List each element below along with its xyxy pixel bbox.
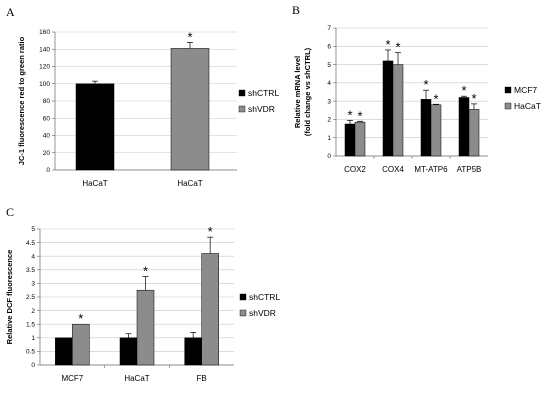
y-axis-label: Relative DCF fluorescence <box>5 250 14 345</box>
y-tick-label: 4 <box>327 80 331 87</box>
bar-mcf7-cox4 <box>382 60 394 157</box>
legend-swatch-shctrl <box>239 293 247 301</box>
y-tick-label: 3.5 <box>26 267 35 274</box>
significance-star: * <box>143 264 148 279</box>
y-tick-label: 4.5 <box>26 240 35 247</box>
legend-label-hacat: HaCaT <box>514 101 541 111</box>
y-tick-label: 120 <box>39 64 50 71</box>
x-category-label: HaCaT <box>82 179 107 188</box>
y-tick-label: 80 <box>43 98 51 105</box>
y-tick-label: 60 <box>43 115 51 122</box>
y-tick-label: 4 <box>31 253 35 260</box>
significance-star: * <box>187 29 192 44</box>
significance-star: * <box>385 37 390 52</box>
significance-star: * <box>357 108 362 123</box>
y-tick-label: 1.5 <box>26 321 35 328</box>
y-tick-label: 100 <box>39 81 50 88</box>
legend-label-mcf7: MCF7 <box>514 85 537 95</box>
bar-hacat-atp5b <box>468 109 480 157</box>
bar-shvdr-mcf7 <box>72 323 90 366</box>
y-tick-label: 160 <box>39 29 50 36</box>
y-tick-label: 0 <box>31 362 35 369</box>
legend-swatch-shvdr <box>238 105 246 113</box>
y-tick-label: 7 <box>327 25 331 32</box>
legend-swatch-mcf7 <box>504 86 512 94</box>
significance-star: * <box>471 91 476 106</box>
significance-star: * <box>208 224 213 239</box>
bar-shvdr-hacat <box>136 289 155 366</box>
bar-shctrl-hacat <box>75 83 115 171</box>
bar-shctrl-mcf7 <box>55 337 73 366</box>
chart-a: 0 20 40 60 80 100 120 140 160 JC-1 fluorescence r… <box>17 29 279 188</box>
bar-shvdr-fb <box>201 253 219 366</box>
significance-star: * <box>347 107 352 122</box>
y-axis-label: JC-1 fluorescence red to green ratio <box>17 36 26 165</box>
x-category-label: MT-ATP6 <box>414 165 448 174</box>
y-tick-label: 0 <box>327 153 331 160</box>
y-axis-label-line2: (fold change vs shCTRL) <box>303 47 312 136</box>
bar-shctrl-fb <box>184 337 202 366</box>
y-tick-label: 5 <box>31 226 35 233</box>
y-tick-label: 0 <box>46 167 50 174</box>
panel-letter-a: A <box>6 5 15 19</box>
y-axis-label: Relative mRNA level <box>293 56 302 128</box>
y-tick-label: 1 <box>327 135 331 142</box>
y-tick-label: 20 <box>43 150 51 157</box>
significance-star: * <box>78 311 83 326</box>
bar-shvdr-hacat <box>170 48 210 171</box>
y-tick-label: 2.5 <box>26 294 35 301</box>
y-tick-label: 6 <box>327 43 331 50</box>
chart-c: 0 0.5 1 1.5 2 2.5 3 3.5 4 4.5 5 Relative DCF fluore… <box>5 224 280 383</box>
legend-swatch-hacat <box>504 102 512 110</box>
y-tick-label: 3 <box>327 98 331 105</box>
panel-letter-b: B <box>292 3 300 17</box>
legend-label-shvdr: shVDR <box>248 104 275 114</box>
bar-mcf7-cox2 <box>344 123 356 157</box>
x-category-label: HaCaT <box>124 374 149 383</box>
y-tick-label: 1 <box>31 335 35 342</box>
x-category-label: FB <box>197 374 207 383</box>
legend-label-shvdr: shVDR <box>249 308 276 318</box>
bar-hacat-cox2 <box>354 121 366 157</box>
bar-mcf7-mt-atp6 <box>420 99 432 157</box>
y-tick-label: 2 <box>327 117 331 124</box>
y-tick-label: 3 <box>31 281 35 288</box>
x-category-label: ATP5B <box>457 165 482 174</box>
bar-hacat-mt-atp6 <box>430 104 442 157</box>
legend-label-shctrl: shCTRL <box>249 292 280 302</box>
y-tick-label: 2 <box>31 308 35 315</box>
significance-star: * <box>423 77 428 92</box>
legend-swatch-shctrl <box>238 89 246 97</box>
legend-swatch-shvdr <box>239 309 247 317</box>
bar-shctrl-hacat <box>119 337 138 366</box>
panel-letter-c: C <box>6 205 14 219</box>
x-category-label: COX4 <box>382 165 404 174</box>
x-category-label: HaCaT <box>177 179 202 188</box>
chart-b: 0 1 2 3 4 5 6 7 Relative mRNA level (fold change … <box>293 25 541 174</box>
y-tick-label: 140 <box>39 46 50 53</box>
x-category-label: COX2 <box>344 165 366 174</box>
y-tick-label: 5 <box>327 62 331 69</box>
y-tick-label: 40 <box>43 133 51 140</box>
bar-mcf7-atp5b <box>458 97 470 157</box>
significance-star: * <box>461 83 466 98</box>
y-tick-label: 0.5 <box>26 349 35 356</box>
significance-star: * <box>395 40 400 55</box>
significance-star: * <box>433 91 438 106</box>
x-category-label: MCF7 <box>61 374 83 383</box>
bar-hacat-cox4 <box>392 64 404 157</box>
legend-label-shctrl: shCTRL <box>248 88 279 98</box>
